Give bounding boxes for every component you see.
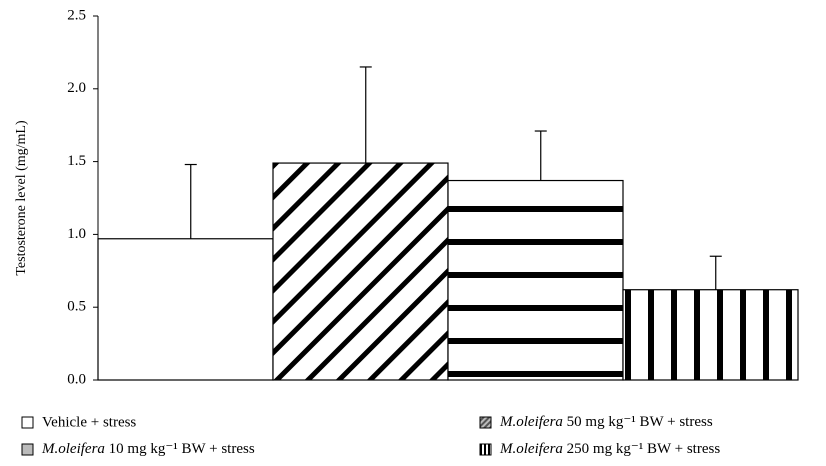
- legend-label: M.oleifera 50 mg kg⁻¹ BW + stress: [499, 414, 713, 430]
- legend-swatch: [479, 443, 492, 456]
- bar: [622, 289, 799, 381]
- bar: [97, 238, 274, 381]
- legend-label: Vehicle + stress: [42, 414, 136, 430]
- y-tick-label: 2.5: [67, 7, 86, 23]
- legend-swatch: [479, 416, 492, 429]
- y-tick-label: 1.5: [67, 153, 86, 169]
- y-axis-label: Testosterone level (mg/mL): [14, 120, 29, 276]
- y-tick-label: 0.0: [67, 371, 86, 387]
- y-tick-label: 0.5: [67, 299, 86, 315]
- legend-label: M.oleifera 250 mg kg⁻¹ BW + stress: [499, 441, 720, 457]
- y-tick-label: 2.0: [67, 80, 86, 96]
- legend-swatch: [21, 443, 34, 456]
- legend-label: M.oleifera 10 mg kg⁻¹ BW + stress: [41, 441, 255, 457]
- legend-swatch: [21, 416, 34, 429]
- bar: [447, 179, 624, 381]
- bar: [272, 162, 449, 381]
- y-tick-label: 1.0: [67, 226, 86, 242]
